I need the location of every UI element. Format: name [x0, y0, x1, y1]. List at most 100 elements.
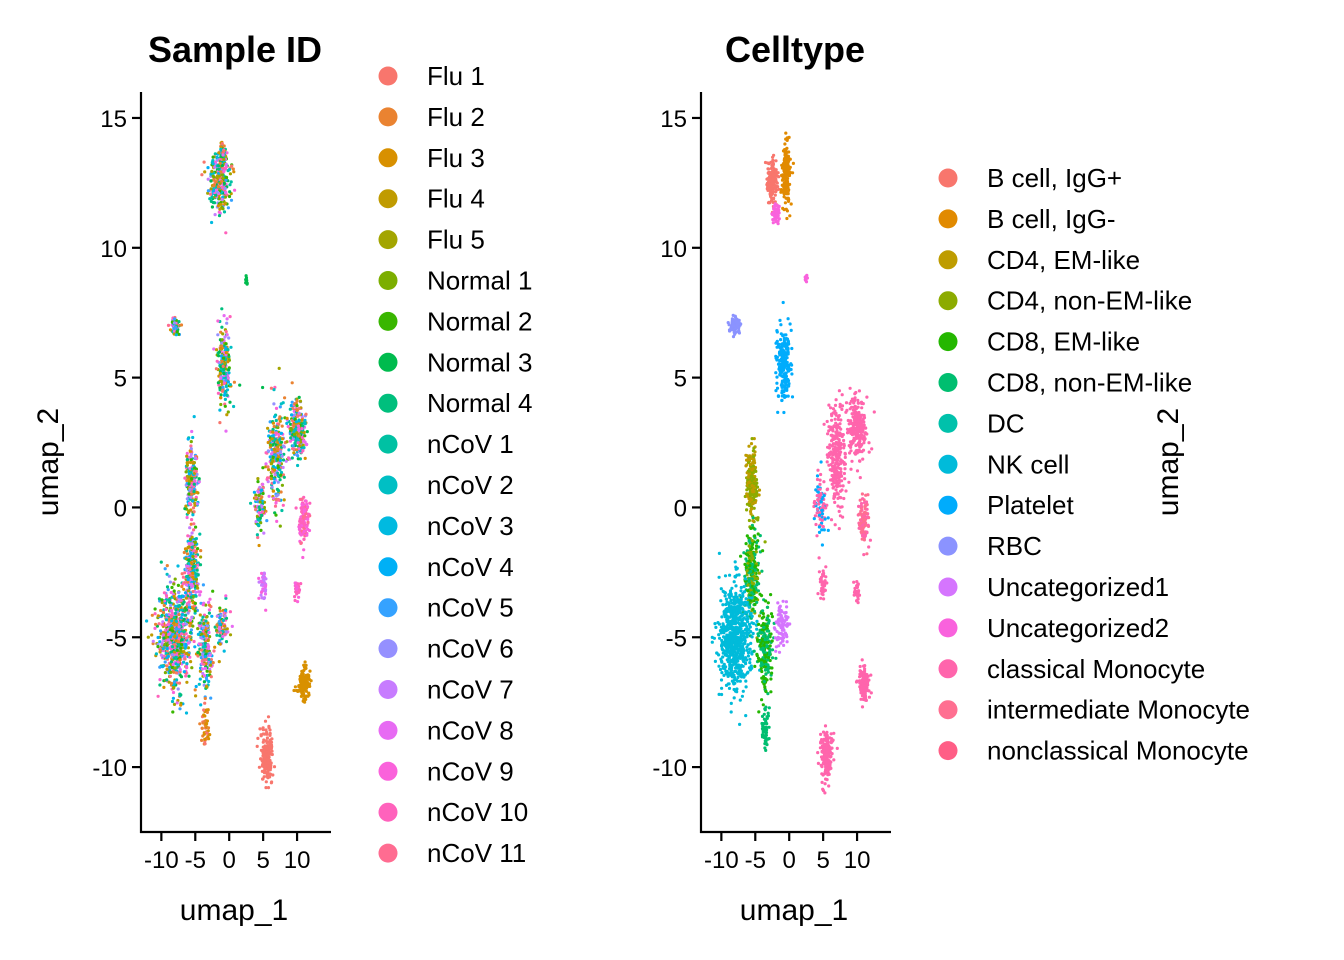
data-point	[209, 696, 213, 700]
data-point	[306, 517, 310, 522]
data-point	[171, 690, 176, 695]
data-point	[307, 673, 311, 678]
data-point	[202, 680, 206, 684]
data-point	[220, 359, 224, 363]
data-point	[838, 484, 842, 488]
data-point	[863, 504, 867, 508]
data-point	[294, 688, 298, 693]
data-point	[308, 669, 312, 673]
data-point	[274, 513, 278, 517]
data-point	[771, 165, 775, 169]
data-point	[173, 325, 177, 329]
data-point	[290, 413, 294, 417]
data-point	[841, 433, 845, 437]
x-ticks: -10 -5 0 5 10	[144, 832, 310, 874]
data-point	[216, 190, 220, 194]
data-point	[302, 446, 306, 450]
data-point	[744, 453, 748, 457]
data-point	[269, 761, 273, 765]
data-point	[817, 513, 822, 517]
data-point	[803, 275, 807, 279]
data-point	[296, 454, 300, 458]
data-point	[289, 403, 293, 408]
data-point	[190, 582, 194, 587]
data-point	[827, 425, 831, 429]
data-point	[857, 434, 861, 438]
data-point	[864, 523, 868, 528]
data-point	[834, 476, 838, 480]
data-point	[766, 186, 770, 190]
data-point	[278, 524, 282, 528]
data-point	[184, 632, 188, 636]
data-point	[831, 429, 835, 433]
data-point	[752, 476, 756, 480]
data-point	[206, 177, 210, 181]
data-point	[854, 422, 858, 427]
data-point	[780, 398, 784, 403]
data-point	[218, 207, 222, 211]
data-point	[174, 662, 178, 666]
data-point	[836, 504, 840, 508]
data-point	[763, 160, 768, 165]
data-point	[188, 487, 192, 492]
data-point	[224, 178, 228, 182]
data-point	[267, 724, 271, 728]
data-point	[769, 195, 773, 199]
data-point	[276, 489, 281, 493]
legend-key	[378, 148, 398, 168]
data-point	[224, 342, 228, 346]
data-point	[829, 406, 833, 410]
data-point	[784, 353, 788, 357]
data-point	[209, 179, 213, 183]
data-point	[194, 577, 198, 581]
data-point	[303, 700, 307, 704]
data-point	[860, 436, 864, 440]
data-point	[301, 555, 305, 560]
legend-key	[378, 66, 398, 86]
data-point	[783, 151, 787, 155]
data-point	[179, 703, 183, 707]
data-point	[774, 371, 778, 375]
data-point	[221, 364, 225, 368]
data-point	[842, 444, 846, 448]
data-point	[186, 437, 190, 441]
data-point	[744, 464, 748, 468]
data-point	[210, 169, 214, 173]
data-point	[263, 589, 267, 593]
data-point	[228, 183, 232, 187]
data-point	[855, 599, 859, 603]
data-point	[728, 329, 732, 333]
data-point	[260, 495, 264, 499]
data-point	[180, 584, 184, 589]
data-point	[172, 594, 176, 599]
data-point	[193, 645, 197, 649]
data-point	[226, 353, 230, 357]
data-point	[260, 488, 264, 492]
data-point	[782, 158, 786, 162]
data-point	[865, 507, 869, 511]
data-point	[183, 476, 187, 480]
data-point	[208, 197, 212, 201]
data-point	[218, 161, 222, 165]
data-point	[788, 157, 792, 161]
data-point	[256, 517, 260, 521]
data-point	[791, 161, 795, 165]
data-point	[220, 163, 224, 168]
data-point	[268, 443, 273, 447]
data-point	[287, 448, 291, 452]
data-point	[860, 401, 864, 406]
data-point	[194, 575, 198, 579]
data-point	[190, 666, 194, 670]
data-point	[293, 402, 297, 406]
data-point	[831, 407, 835, 411]
data-point	[783, 181, 787, 185]
data-point	[856, 398, 860, 402]
data-point	[203, 701, 207, 705]
data-point	[268, 455, 272, 459]
data-point	[770, 184, 774, 188]
data-point	[181, 575, 185, 579]
data-point	[221, 176, 225, 180]
data-point	[272, 496, 276, 500]
data-point	[827, 446, 832, 450]
data-point	[174, 604, 178, 608]
